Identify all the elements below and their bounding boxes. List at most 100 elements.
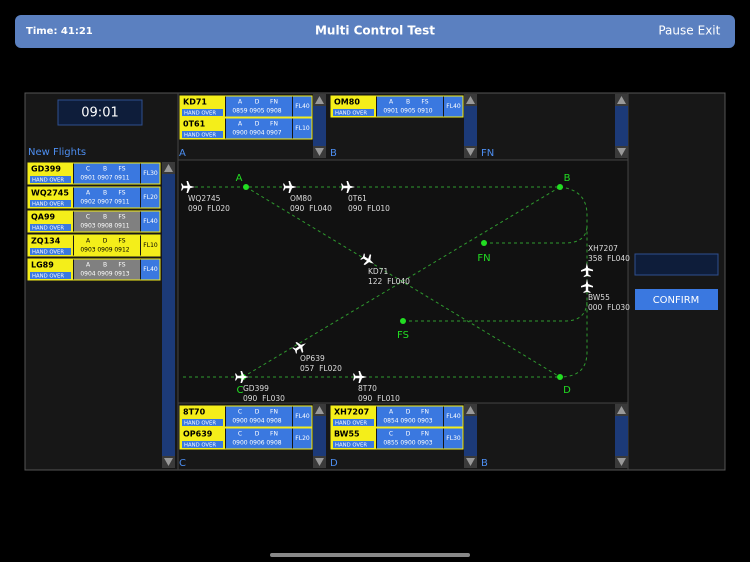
scroll-down-arrow — [617, 458, 626, 466]
aircraft-info: 090 FL040 — [290, 204, 332, 213]
aircraft[interactable] — [581, 263, 594, 278]
strip-time: 0903 — [80, 247, 95, 254]
strip-border — [27, 234, 161, 257]
strip-header: FS — [118, 238, 125, 245]
scroll-track — [313, 94, 326, 158]
aircraft-info: 122 FL040 — [368, 277, 410, 286]
strip-header: B — [103, 262, 107, 269]
hand-over-label: HAND OVER — [184, 132, 216, 138]
scroll-up-arrow — [315, 96, 324, 104]
hand-over-label: HAND OVER — [335, 110, 367, 116]
strip-callsign: 8T70 — [183, 408, 206, 417]
aircraft-callsign: OP639 — [300, 354, 325, 363]
strip-header: C — [238, 431, 242, 438]
strip-time: 0903 — [417, 440, 432, 447]
hand-over-label: HAND OVER — [184, 420, 216, 426]
sector-label: FN — [481, 148, 494, 159]
aircraft[interactable] — [581, 279, 593, 293]
aircraft[interactable] — [291, 338, 309, 356]
waypoint — [557, 184, 563, 190]
hand-over-button — [182, 419, 223, 426]
strip-time: 0904 — [80, 271, 95, 278]
aircraft-callsign: 0T61 — [348, 194, 367, 203]
strip-level-block — [444, 406, 463, 427]
strip-header: FN — [270, 121, 278, 128]
strip-level: FL10 — [143, 242, 158, 249]
strip-time: 0907 — [97, 199, 112, 206]
strip-time: 0859 — [232, 108, 247, 115]
scroll-track — [615, 94, 628, 158]
strip-border — [27, 258, 161, 281]
strip-header: B — [103, 190, 107, 197]
strip-time: 0908 — [266, 440, 281, 447]
strip-level-block — [141, 235, 160, 256]
sector-label: D — [330, 458, 338, 469]
input-box[interactable] — [634, 253, 719, 276]
strip-level-block — [293, 406, 312, 427]
strip-header: FS — [421, 99, 428, 106]
scroll-track — [313, 404, 326, 468]
strip-header: D — [406, 409, 411, 416]
hand-over-button — [182, 109, 223, 116]
strip-time: 0855 — [383, 440, 398, 447]
strip-callsign: GD399 — [31, 165, 61, 174]
strip-level: FL30 — [446, 435, 461, 442]
strip-time: 0907 — [266, 130, 281, 137]
strip-time: 0911 — [114, 199, 129, 206]
aircraft[interactable] — [283, 181, 297, 193]
aircraft[interactable] — [235, 371, 249, 383]
strip-header: FS — [118, 262, 125, 269]
strip-border — [27, 162, 161, 185]
aircraft[interactable] — [181, 181, 195, 193]
pause-button[interactable]: Pause — [658, 24, 693, 38]
strip-time: 0903 — [417, 418, 432, 425]
strip-border — [27, 210, 161, 233]
strip-header: D — [103, 238, 108, 245]
aircraft-info: 090 FL010 — [358, 394, 400, 403]
strip-times-block — [74, 163, 140, 184]
strip-time: 0905 — [400, 108, 415, 115]
strip-level: FL40 — [295, 413, 310, 420]
strip-callsign: OP639 — [183, 430, 213, 439]
title: Multi Control Test — [315, 24, 435, 38]
strip-header: C — [238, 409, 242, 416]
strip-level-block — [141, 163, 160, 184]
strip-time: 0900 — [232, 418, 247, 425]
exit-button[interactable]: Exit — [698, 24, 721, 38]
strip-time: 0913 — [114, 271, 129, 278]
scroll-down-arrow — [466, 458, 475, 466]
hand-over-label: HAND OVER — [32, 225, 64, 231]
strip-header: FN — [270, 431, 278, 438]
aircraft-callsign: WQ2745 — [188, 194, 221, 203]
aircraft-callsign: BW55 — [588, 293, 610, 302]
strip-border — [179, 117, 313, 140]
strip-level: FL10 — [295, 125, 310, 132]
strip-time: 0905 — [249, 108, 264, 115]
strip-level-block — [141, 259, 160, 280]
aircraft-callsign: GD399 — [243, 384, 269, 393]
strip-header: B — [406, 99, 410, 106]
strip-level-block — [293, 118, 312, 139]
scroll-track — [464, 94, 477, 158]
strip-times-block — [377, 406, 443, 427]
strip-times-block — [226, 118, 292, 139]
aircraft[interactable] — [341, 181, 355, 193]
strip-border — [179, 427, 313, 450]
waypoint-label: B — [564, 173, 571, 184]
confirm-button[interactable] — [635, 289, 718, 310]
aircraft[interactable] — [353, 371, 367, 383]
route — [245, 186, 561, 378]
hand-over-label: HAND OVER — [32, 201, 64, 207]
aircraft-callsign: OM80 — [290, 194, 312, 203]
scroll-up-arrow — [315, 406, 324, 414]
aircraft[interactable] — [359, 251, 377, 269]
hand-over-button — [30, 176, 71, 183]
scroll-down-arrow — [315, 148, 324, 156]
strip-time: 0900 — [232, 130, 247, 137]
hand-over-label: HAND OVER — [184, 442, 216, 448]
aircraft-info: 057 FL020 — [300, 364, 342, 373]
sector-label: A — [179, 148, 186, 159]
waypoint — [243, 184, 249, 190]
hand-over-label: HAND OVER — [184, 110, 216, 116]
